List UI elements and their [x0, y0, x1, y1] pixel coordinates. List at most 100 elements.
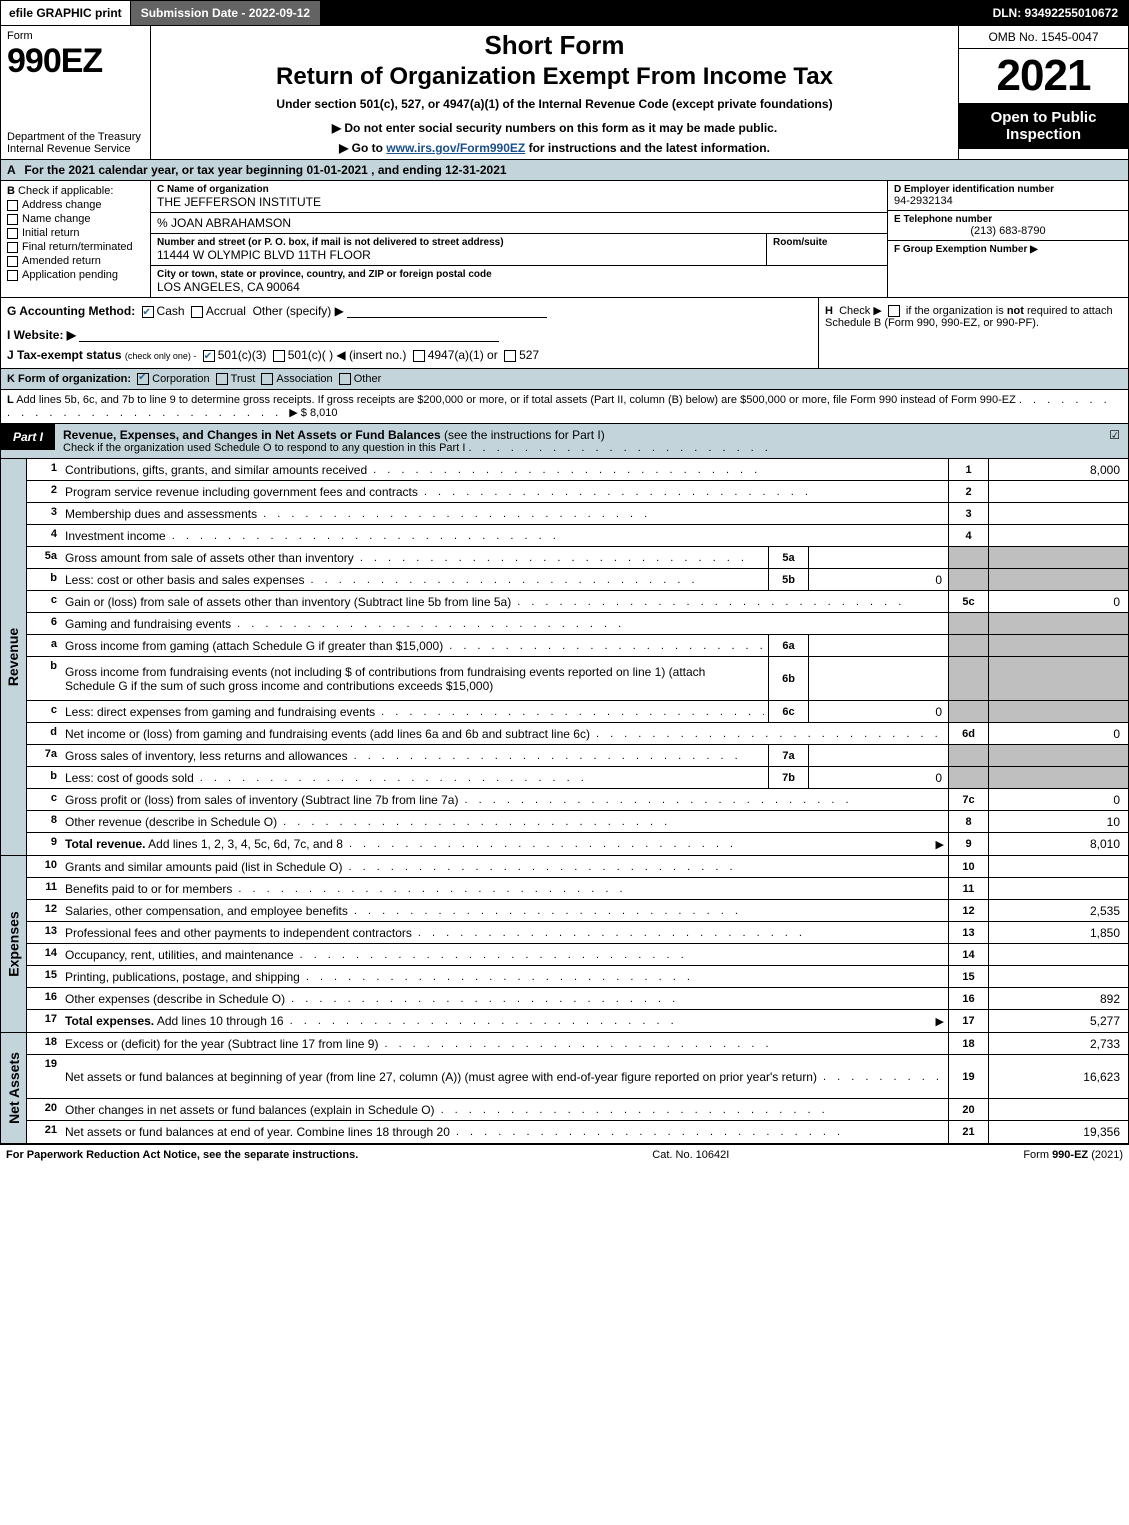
city-state-zip: LOS ANGELES, CA 90064: [157, 280, 881, 294]
checkbox-initial-return[interactable]: Initial return: [7, 227, 144, 239]
table-row: 2Program service revenue including gover…: [27, 481, 1128, 503]
table-row: 8Other revenue (describe in Schedule O).…: [27, 811, 1128, 833]
right-line-value: 0: [988, 789, 1128, 810]
part-1-label: Part I: [1, 424, 55, 450]
right-line-ref: 15: [948, 966, 988, 987]
line-number: a: [27, 635, 61, 656]
c-label: C Name of organization: [157, 184, 881, 195]
checkbox-name-change[interactable]: Name change: [7, 213, 144, 225]
table-row: 13Professional fees and other payments t…: [27, 922, 1128, 944]
line-a-letter: A: [7, 163, 21, 177]
501c-checkbox[interactable]: [273, 350, 285, 362]
cash-checkbox[interactable]: [142, 306, 154, 318]
k-opt-trust-checkbox[interactable]: [216, 373, 228, 385]
part-1-title: Revenue, Expenses, and Changes in Net As…: [63, 424, 1101, 458]
b-label: Check if applicable:: [18, 185, 113, 197]
goto-prefix: ▶ Go to: [339, 141, 386, 155]
part-1-title-text: Revenue, Expenses, and Changes in Net As…: [63, 428, 441, 442]
line-description: Other revenue (describe in Schedule O). …: [61, 811, 948, 832]
table-row: 20Other changes in net assets or fund ba…: [27, 1099, 1128, 1121]
telephone: (213) 683-8790: [894, 225, 1122, 237]
line-number: 18: [27, 1033, 61, 1054]
line-number: 4: [27, 525, 61, 546]
k-opt-association-checkbox[interactable]: [261, 373, 273, 385]
right-line-value: [988, 613, 1128, 634]
line-description: Printing, publications, postage, and shi…: [61, 966, 948, 987]
l-arrow: ▶ $: [289, 407, 307, 419]
k-label: Form of organization:: [18, 373, 131, 385]
part-1-checkbox[interactable]: ☑: [1101, 424, 1128, 446]
street-address: 11444 W OLYMPIC BLVD 11TH FLOOR: [157, 248, 760, 262]
line-number: 14: [27, 944, 61, 965]
efile-print-label[interactable]: efile GRAPHIC print: [1, 1, 130, 25]
header-right-block: OMB No. 1545-0047 2021 Open to Public In…: [958, 26, 1128, 159]
i-label: I Website: ▶: [7, 328, 76, 342]
right-line-ref: [948, 701, 988, 722]
right-line-value: 2,535: [988, 900, 1128, 921]
right-line-ref: [948, 635, 988, 656]
b-letter: B: [7, 185, 15, 197]
line-description: Gross amount from sale of assets other t…: [61, 547, 768, 568]
right-line-ref: 19: [948, 1055, 988, 1098]
line-number: 8: [27, 811, 61, 832]
line-number: b: [27, 569, 61, 590]
line-number: 11: [27, 878, 61, 899]
form-header: Form 990EZ Department of the Treasury In…: [0, 26, 1129, 160]
city-label: City or town, state or province, country…: [157, 269, 881, 280]
form-title-block: Short Form Return of Organization Exempt…: [151, 26, 958, 159]
4947-label: 4947(a)(1) or: [428, 348, 498, 362]
table-row: 5aGross amount from sale of assets other…: [27, 547, 1128, 569]
g-i-j-block: G Accounting Method: Cash Accrual Other …: [1, 298, 818, 368]
right-line-value: [988, 569, 1128, 590]
other-specify-input[interactable]: [347, 304, 547, 318]
line-description: Less: cost or other basis and sales expe…: [61, 569, 768, 590]
submission-date-label: Submission Date - 2022-09-12: [130, 1, 320, 25]
right-line-value: 892: [988, 988, 1128, 1009]
irs-instructions-link[interactable]: www.irs.gov/Form990EZ: [386, 141, 525, 155]
line-number: 17: [27, 1010, 61, 1032]
4947-checkbox[interactable]: [413, 350, 425, 362]
line-number: 9: [27, 833, 61, 855]
mid-line-value: 0: [808, 767, 948, 788]
right-line-ref: 17: [948, 1010, 988, 1032]
j-label: J Tax-exempt status: [7, 348, 122, 362]
part-1-header: Part I Revenue, Expenses, and Changes in…: [0, 424, 1129, 459]
checkbox-final-return-terminated[interactable]: Final return/terminated: [7, 241, 144, 253]
accrual-label: Accrual: [206, 304, 246, 318]
accrual-checkbox[interactable]: [191, 306, 203, 318]
expenses-section: Expenses 10Grants and similar amounts pa…: [0, 856, 1129, 1033]
form-word: Form: [7, 30, 144, 42]
checkbox-address-change[interactable]: Address change: [7, 199, 144, 211]
line-description: Contributions, gifts, grants, and simila…: [61, 459, 948, 480]
line-description: Less: direct expenses from gaming and fu…: [61, 701, 768, 722]
open-public-badge: Open to Public Inspection: [959, 103, 1128, 149]
line-description: Excess or (deficit) for the year (Subtra…: [61, 1033, 948, 1054]
checkbox-amended-return[interactable]: Amended return: [7, 255, 144, 267]
form-id-block: Form 990EZ Department of the Treasury In…: [1, 26, 151, 159]
d-label: D Employer identification number: [894, 184, 1122, 195]
short-form-title: Short Form: [484, 30, 624, 61]
ein-value: 94-2932134: [894, 195, 1122, 207]
table-row: 19Net assets or fund balances at beginni…: [27, 1055, 1128, 1099]
k-opt-corporation-checkbox[interactable]: [137, 373, 149, 385]
table-row: dNet income or (loss) from gaming and fu…: [27, 723, 1128, 745]
line-description: Gain or (loss) from sale of assets other…: [61, 591, 948, 612]
527-checkbox[interactable]: [504, 350, 516, 362]
table-row: 10Grants and similar amounts paid (list …: [27, 856, 1128, 878]
table-row: 12Salaries, other compensation, and empl…: [27, 900, 1128, 922]
501c3-checkbox[interactable]: [203, 350, 215, 362]
line-number: 2: [27, 481, 61, 502]
k-opt-other-checkbox[interactable]: [339, 373, 351, 385]
table-row: 9Total revenue. Add lines 1, 2, 3, 4, 5c…: [27, 833, 1128, 855]
checkbox-application-pending[interactable]: Application pending: [7, 269, 144, 281]
h-checkbox[interactable]: [888, 305, 900, 317]
org-name: THE JEFFERSON INSTITUTE: [157, 195, 881, 209]
right-line-value: [988, 525, 1128, 546]
expenses-side-label: Expenses: [1, 856, 27, 1032]
website-input[interactable]: [79, 328, 499, 342]
table-row: 16Other expenses (describe in Schedule O…: [27, 988, 1128, 1010]
line-description: Program service revenue including govern…: [61, 481, 948, 502]
mid-line-value: 0: [808, 569, 948, 590]
right-line-ref: 5c: [948, 591, 988, 612]
right-line-value: 8,000: [988, 459, 1128, 480]
